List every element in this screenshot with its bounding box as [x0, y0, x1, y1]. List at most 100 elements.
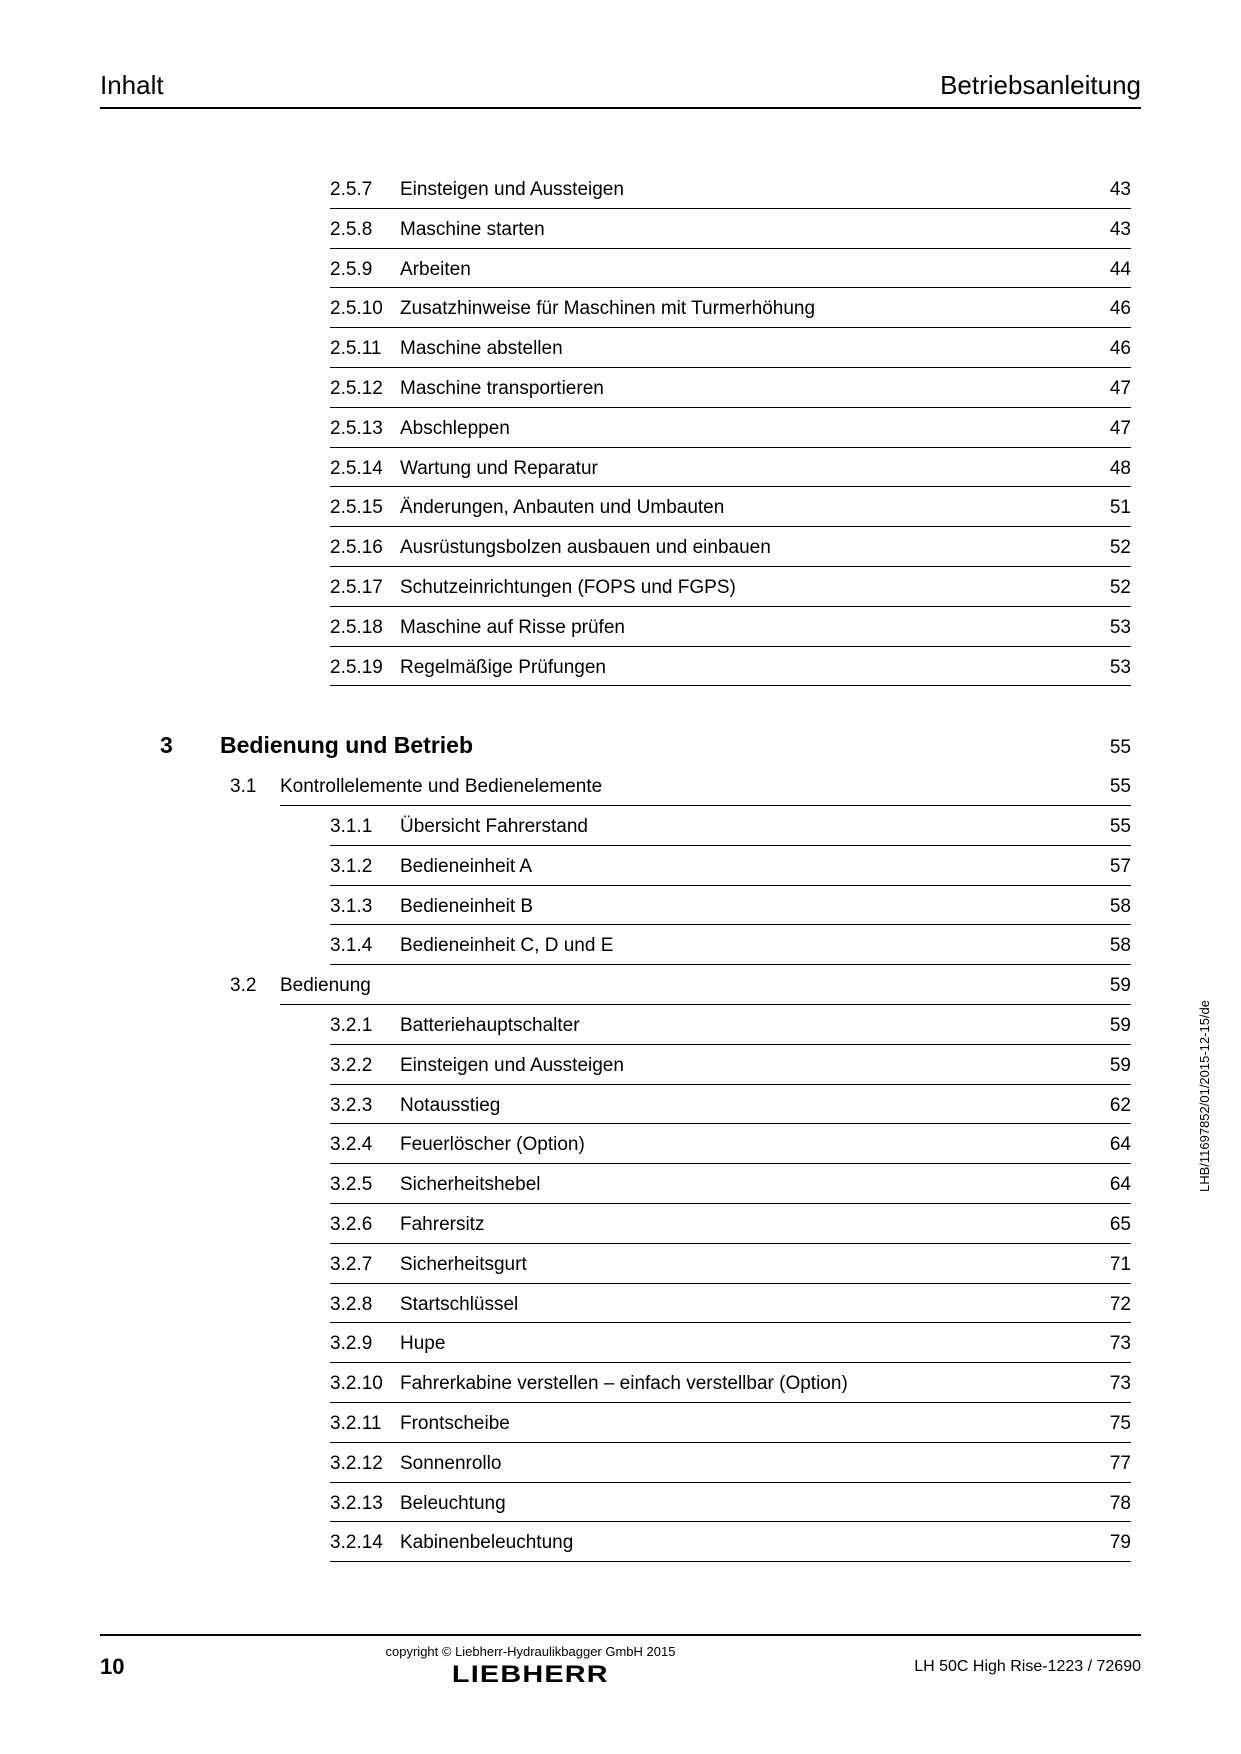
page-number: 10: [100, 1654, 180, 1680]
toc-row: 2.5.13Abschleppen47: [330, 408, 1131, 448]
toc-sub-number: 2.5.14: [330, 458, 400, 481]
toc-title: Bedienung und Betrieb: [220, 732, 1091, 760]
toc-title: Einsteigen und Aussteigen: [400, 179, 1091, 202]
toc-title: Bedienung: [280, 975, 1091, 998]
toc-sub-number: 3.1.1: [330, 816, 400, 839]
toc-title: Batteriehauptschalter: [400, 1015, 1091, 1038]
toc-page: 59: [1091, 1055, 1131, 1078]
toc-sub-number: 3.2.3: [330, 1095, 400, 1118]
toc-row: 3.2.11Frontscheibe75: [330, 1403, 1131, 1443]
toc-page: 53: [1091, 617, 1131, 640]
toc-sub-number: 3.2.2: [330, 1055, 400, 1078]
toc-row: 3.1.4Bedieneinheit C, D und E58: [330, 925, 1131, 965]
toc-title: Maschine transportieren: [400, 378, 1091, 401]
toc-section-number: 3.1: [230, 776, 280, 799]
toc-title: Startschlüssel: [400, 1294, 1091, 1317]
toc-sub-number: 2.5.7: [330, 179, 400, 202]
toc-sub-number: 2.5.19: [330, 657, 400, 680]
toc-row: 2.5.11Maschine abstellen46: [330, 328, 1131, 368]
toc-row: 3.2.12Sonnenrollo77: [330, 1443, 1131, 1483]
toc-title: Schutzeinrichtungen (FOPS und FGPS): [400, 577, 1091, 600]
toc-page: 59: [1091, 975, 1131, 998]
toc-page: 78: [1091, 1493, 1131, 1516]
toc-sub-number: 3.2.4: [330, 1134, 400, 1157]
toc-sub-number: 3.1.3: [330, 896, 400, 919]
toc-sub-number: 3.2.10: [330, 1373, 400, 1396]
toc-page: 77: [1091, 1453, 1131, 1476]
toc-title: Notausstieg: [400, 1095, 1091, 1118]
toc-page: 46: [1091, 298, 1131, 321]
toc-sub-number: 3.2.14: [330, 1532, 400, 1555]
toc-page: 44: [1091, 259, 1131, 282]
toc-title: Abschleppen: [400, 418, 1091, 441]
toc-title: Bedieneinheit B: [400, 896, 1091, 919]
toc-title: Kabinenbeleuchtung: [400, 1532, 1091, 1555]
toc-sub-number: 2.5.9: [330, 259, 400, 282]
toc-sub-number: 2.5.15: [330, 497, 400, 520]
toc-row: 2.5.12Maschine transportieren47: [330, 368, 1131, 408]
toc-row: 3.1.2Bedieneinheit A57: [330, 846, 1131, 886]
toc-sub-number: 3.2.1: [330, 1015, 400, 1038]
toc-page: 53: [1091, 657, 1131, 680]
toc-page: 46: [1091, 338, 1131, 361]
toc-sub-number: 3.2.11: [330, 1413, 400, 1436]
toc-title: Fahrersitz: [400, 1214, 1091, 1237]
toc-row: 3.2.1Batteriehauptschalter59: [330, 1005, 1131, 1045]
toc-row: 3.2.14Kabinenbeleuchtung79: [330, 1522, 1131, 1562]
toc-title: Bedieneinheit C, D und E: [400, 935, 1091, 958]
toc-row: 2.5.19Regelmäßige Prüfungen53: [330, 647, 1131, 687]
toc-page: 73: [1091, 1373, 1131, 1396]
toc-title: Sonnenrollo: [400, 1453, 1091, 1476]
toc-sub-number: 2.5.11: [330, 338, 400, 361]
toc-sub-number: 3.2.5: [330, 1174, 400, 1197]
toc-title: Kontrollelemente und Bedienelemente: [280, 776, 1091, 799]
toc-page: 52: [1091, 577, 1131, 600]
toc-page: 55: [1091, 816, 1131, 839]
footer-copyright: copyright © Liebherr-Hydraulikbagger Gmb…: [180, 1644, 881, 1659]
toc-row: 2.5.16Ausrüstungsbolzen ausbauen und ein…: [330, 527, 1131, 567]
toc-page: 43: [1091, 219, 1131, 242]
toc-sub-number: 3.2.7: [330, 1254, 400, 1277]
toc-page: 64: [1091, 1134, 1131, 1157]
toc-title: Einsteigen und Aussteigen: [400, 1055, 1091, 1078]
toc-sub-number: 2.5.8: [330, 219, 400, 242]
toc-page: 47: [1091, 418, 1131, 441]
toc-page: 47: [1091, 378, 1131, 401]
toc-title: Übersicht Fahrerstand: [400, 816, 1091, 839]
toc-title: Wartung und Reparatur: [400, 458, 1091, 481]
toc-title: Fahrerkabine verstellen – einfach verste…: [400, 1373, 1091, 1396]
page-footer: 10 copyright © Liebherr-Hydraulikbagger …: [100, 1634, 1141, 1689]
toc-page: 51: [1091, 497, 1131, 520]
side-doc-code: LHB/11697852/01/2015-12-15/de: [1197, 1000, 1212, 1192]
toc-title: Sicherheitsgurt: [400, 1254, 1091, 1277]
toc-sub-number: 3.2.12: [330, 1453, 400, 1476]
toc-page: 59: [1091, 1015, 1131, 1038]
toc-sub-number: 2.5.17: [330, 577, 400, 600]
toc-page: 65: [1091, 1214, 1131, 1237]
toc-sub-number: 3.2.9: [330, 1333, 400, 1356]
toc-row: 2.5.7Einsteigen und Aussteigen43: [330, 169, 1131, 209]
toc-title: Maschine abstellen: [400, 338, 1091, 361]
header-right: Betriebsanleitung: [940, 70, 1141, 101]
toc-title: Bedieneinheit A: [400, 856, 1091, 879]
toc-page: 75: [1091, 1413, 1131, 1436]
toc-row: 2.5.14Wartung und Reparatur48: [330, 448, 1131, 488]
toc-section-number: 3.2: [230, 975, 280, 998]
toc-title: Arbeiten: [400, 259, 1091, 282]
toc-row: 3.2.2Einsteigen und Aussteigen59: [330, 1045, 1131, 1085]
toc-sub-number: 3.2.8: [330, 1294, 400, 1317]
toc-sub-number: 2.5.18: [330, 617, 400, 640]
toc-sub-number: 2.5.13: [330, 418, 400, 441]
toc-title: Änderungen, Anbauten und Umbauten: [400, 497, 1091, 520]
toc-page: 58: [1091, 896, 1131, 919]
toc-page: 57: [1091, 856, 1131, 879]
toc-row: 3.2.13Beleuchtung78: [330, 1483, 1131, 1523]
toc-sub-number: 2.5.16: [330, 537, 400, 560]
toc-chapter-number: 3: [160, 732, 220, 760]
footer-center: copyright © Liebherr-Hydraulikbagger Gmb…: [180, 1644, 881, 1689]
toc-page: 71: [1091, 1254, 1131, 1277]
toc-row: 3.2.5Sicherheitshebel64: [330, 1164, 1131, 1204]
footer-logo: LIEBHERR: [452, 1661, 609, 1689]
toc-page: 62: [1091, 1095, 1131, 1118]
toc-row: 2.5.10Zusatzhinweise für Maschinen mit T…: [330, 288, 1131, 328]
